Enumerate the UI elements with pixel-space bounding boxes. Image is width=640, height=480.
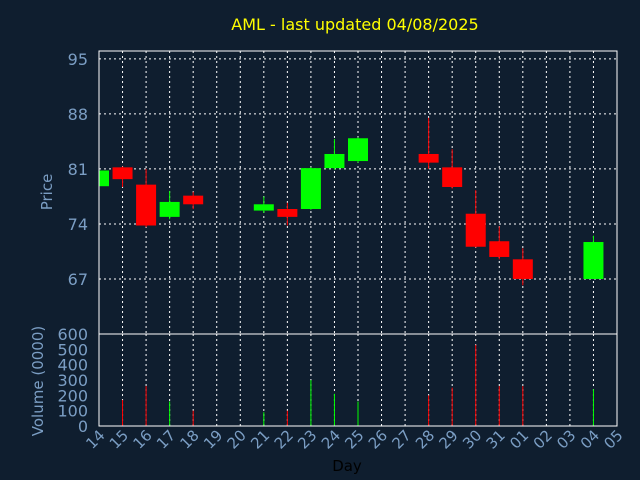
chart-title: AML - last updated 04/08/2025: [231, 15, 478, 34]
candle-body: [512, 259, 533, 279]
candle-body: [136, 184, 157, 226]
candle-21: [253, 196, 274, 213]
candle-31: [489, 226, 510, 260]
candle-04: [583, 235, 604, 279]
volume-y-tick-label: 0: [78, 417, 88, 436]
candle-24: [324, 139, 345, 170]
price-y-tick-label: 81: [68, 160, 88, 179]
candle-body: [300, 168, 321, 210]
candle-15: [112, 166, 133, 187]
volume-axis-label: Volume (0000): [29, 326, 47, 436]
candle-body: [183, 195, 204, 205]
candle-16: [136, 168, 157, 228]
price-y-tick-label: 67: [68, 270, 88, 289]
volume-y-tick-label: 100: [57, 402, 88, 421]
candle-body: [99, 170, 109, 187]
candle-body: [112, 167, 133, 180]
price-candles: [98, 117, 604, 286]
candle-17: [159, 190, 180, 220]
candle-body: [348, 138, 368, 162]
x-axis-ticks: 1415161718192021222324252627282930310102…: [82, 426, 626, 452]
candle-body: [465, 213, 486, 247]
candle-29: [442, 149, 463, 189]
volume-y-tick-label: 500: [57, 340, 88, 359]
x-axis-label: Day: [332, 457, 362, 475]
candle-18: [183, 191, 204, 210]
candle-body: [418, 153, 439, 163]
candle-body: [324, 153, 345, 169]
price-y-ticks: 67 74 81 88 95: [68, 50, 88, 289]
volume-frame: [98, 333, 618, 427]
candle-01: [512, 248, 533, 286]
candle-30: [465, 190, 486, 248]
candle-14: [98, 168, 109, 188]
candle-25: [348, 137, 368, 163]
volume-y-tick-label: 400: [57, 356, 88, 375]
candle-28: [418, 117, 439, 169]
candle-body: [583, 242, 604, 279]
candle-23: [300, 167, 321, 210]
price-y-tick-label: 74: [68, 215, 88, 234]
volume-y-tick-label: 600: [57, 325, 88, 344]
price-panel: 67 74 81 88 95 Price: [38, 50, 618, 335]
volume-y-tick-label: 200: [57, 386, 88, 405]
price-axis-label: Price: [38, 174, 56, 211]
candle-body: [277, 209, 298, 217]
price-y-tick-label: 95: [68, 50, 88, 69]
volume-y-tick-label: 300: [57, 371, 88, 390]
candle-body: [159, 201, 180, 217]
candle-body: [253, 204, 274, 211]
volume-bars: [122, 344, 594, 426]
candle-body: [442, 167, 463, 187]
candle-body: [489, 241, 510, 257]
price-y-tick-label: 88: [68, 105, 88, 124]
candle-22: [277, 202, 298, 226]
